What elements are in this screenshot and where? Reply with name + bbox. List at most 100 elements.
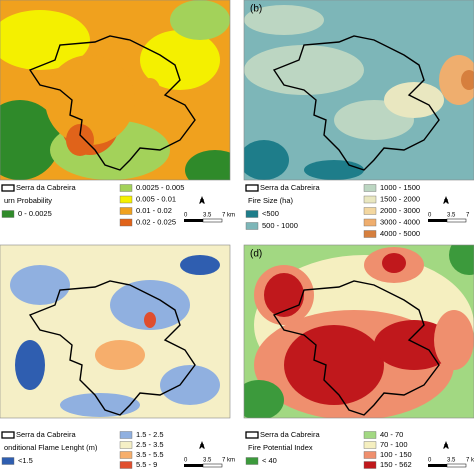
legend-swatch (1, 210, 15, 218)
boundary-swatch (1, 431, 15, 439)
legend-title: urn Probability (4, 196, 52, 205)
map-zone (382, 253, 406, 273)
map-zone (45, 55, 135, 145)
legend-boundary: Serra da Cabreira (260, 430, 320, 439)
scale-bar (202, 218, 223, 223)
scale-bar (202, 463, 223, 468)
legend-boundary: Serra da Cabreira (16, 430, 76, 439)
legend-swatch (363, 218, 377, 227)
legend-item: 70 - 100 (380, 440, 408, 449)
legend-item: < 40 (262, 456, 277, 465)
scale-label: 7 km (222, 213, 235, 219)
legend-swatch (119, 441, 133, 449)
legend-item: 0.0025 - 0.005 (136, 183, 184, 192)
map-zone (439, 55, 474, 105)
legend-swatch (363, 184, 377, 192)
map-panel: (b) (243, 0, 474, 181)
legend-swatch (119, 207, 133, 215)
legend-swatch (119, 461, 133, 469)
map-zone (244, 140, 289, 180)
scale-label: 7 km (466, 458, 474, 464)
map-frame (0, 244, 231, 419)
scale-label: 0 (184, 458, 188, 464)
legend-swatch (363, 195, 377, 204)
scale-label: 3.5 (203, 213, 212, 219)
scale-label: 3.5 (447, 213, 456, 219)
legend-item: 2.5 - 3.5 (136, 440, 164, 449)
legend-swatch (363, 431, 377, 439)
scale-bar (428, 464, 447, 467)
legend-swatch (119, 431, 133, 439)
scale-bar (184, 219, 203, 222)
legend-swatch (363, 441, 377, 449)
map-zone (284, 325, 384, 405)
scale-label: 0 (428, 213, 432, 219)
north-arrow (443, 441, 449, 449)
north-arrow (443, 196, 449, 204)
legend-item: 0.02 - 0.025 (136, 217, 176, 226)
legend-swatch (245, 210, 259, 218)
legend-item: 1500 - 2000 (380, 194, 420, 203)
map-zone (244, 380, 284, 418)
legend-title: onditional Flame Lenght (m) (4, 443, 98, 452)
legend: Serra da Cabreira urn Probability 0 - 0.00… (1, 183, 235, 227)
north-arrow-label: N (200, 445, 204, 451)
legend-item: 0.005 - 0.01 (136, 194, 176, 203)
scale-label: 0 (184, 213, 188, 219)
map-zone (185, 150, 230, 180)
map-zone (244, 5, 324, 35)
north-arrow (199, 196, 205, 204)
north-arrow-label: N (444, 445, 448, 451)
map-zone (264, 273, 304, 317)
map-zone (170, 0, 230, 40)
north-arrow-label: N (200, 200, 204, 206)
map-zone (144, 312, 156, 328)
map-zone (140, 30, 220, 90)
legend-boundary: Serra da Cabreira (260, 183, 320, 192)
legend: Serra da Cabreira onditional Flame Lenght… (1, 430, 235, 469)
map-zone (461, 70, 474, 90)
map-zone (180, 255, 220, 275)
scale-bar (428, 219, 447, 222)
map-frame (0, 0, 231, 181)
legend: Serra da Cabreira Fire Size (ha) <500 500 -… (245, 183, 470, 238)
scale-label: 3.5 (203, 458, 212, 464)
legend-swatch (119, 218, 133, 227)
map-area (0, 245, 230, 418)
legend-swatch (245, 222, 259, 230)
legend-swatch (363, 207, 377, 215)
map-panel (0, 244, 231, 419)
map-zone (15, 340, 45, 390)
north-arrow-label: N (444, 200, 448, 206)
map-zone (0, 100, 60, 180)
north-arrow (199, 441, 205, 449)
legend-item: 3.5 - 5.5 (136, 450, 164, 459)
legend-item: 0 - 0.0025 (18, 209, 52, 218)
legend-swatch (363, 461, 377, 469)
map-zone (384, 82, 444, 118)
study-area-boundary (272, 35, 440, 171)
map-area (244, 0, 474, 180)
map-zone (140, 78, 160, 102)
legend-item: 0.01 - 0.02 (136, 206, 172, 215)
map-panel (0, 0, 231, 181)
panel-label: (b) (250, 4, 262, 15)
legend-item: 150 - 562 (380, 460, 412, 469)
boundary-swatch (1, 184, 15, 192)
map-zone (110, 280, 190, 330)
map-zone (160, 365, 220, 405)
panel-label: (d) (250, 249, 262, 260)
map-panel: (d) (243, 244, 474, 419)
legend-swatch (363, 230, 377, 238)
map-zone (60, 393, 140, 417)
map-frame (243, 244, 474, 419)
legend-item: 3000 - 4000 (380, 217, 420, 226)
map-zone (0, 10, 90, 70)
scale-label: 3.5 (447, 458, 456, 464)
legend: Serra da Cabreira Fire Potential Index < 4… (245, 430, 474, 469)
legend-swatch (119, 451, 133, 459)
legend-item: 5.5 - 9 (136, 460, 157, 469)
map-zone (449, 245, 474, 275)
legend-swatch (1, 457, 15, 465)
legend-item: 500 - 1000 (262, 221, 298, 230)
